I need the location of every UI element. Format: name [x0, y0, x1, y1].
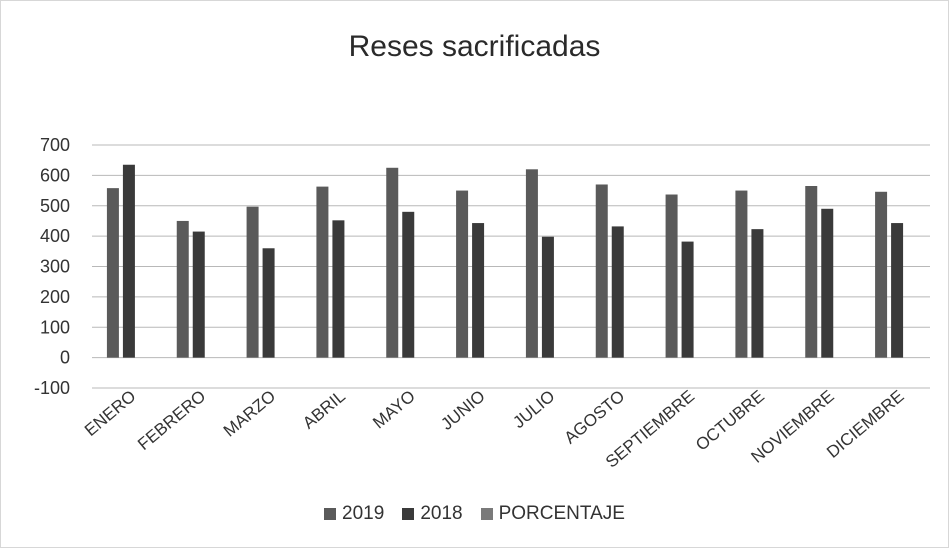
- bar-2019-junio: [456, 190, 469, 358]
- x-tick-label: ENERO: [81, 387, 140, 440]
- legend-label: 2018: [420, 503, 463, 524]
- legend-swatch: [480, 508, 493, 520]
- bar-2019-mayo: [386, 167, 399, 358]
- bar-2019-diciembre: [875, 191, 888, 358]
- chart-title: Reses sacrificadas: [348, 30, 601, 63]
- x-tick-label: DICIEMBRE: [823, 387, 908, 462]
- bar-2018-octubre: [751, 229, 764, 358]
- bar-2018-julio: [541, 236, 554, 358]
- legend-item-2018: 2018: [402, 503, 463, 525]
- y-tick-label: 0: [60, 348, 70, 368]
- bar-2019-noviembre: [805, 186, 818, 358]
- bar-2019-julio: [525, 169, 538, 358]
- bar-2019-febrero: [176, 220, 189, 358]
- x-tick-label: AGOSTO: [561, 387, 629, 448]
- bar-2018-junio: [472, 223, 485, 358]
- bar-2019-marzo: [246, 206, 259, 358]
- y-tick-label: 400: [40, 226, 70, 246]
- y-tick-label: 500: [40, 196, 70, 216]
- legend-swatch: [402, 508, 415, 520]
- bar-2018-septiembre: [681, 241, 694, 358]
- bar-2018-agosto: [611, 226, 624, 358]
- legend-label: 2019: [342, 503, 385, 524]
- bar-2018-febrero: [192, 231, 205, 358]
- x-tick-label: FEBRERO: [134, 387, 209, 454]
- x-tick-label: ABRIL: [299, 387, 349, 433]
- y-tick-label: 200: [40, 287, 70, 307]
- legend-label: PORCENTAJE: [498, 503, 625, 524]
- bar-2019-enero: [106, 188, 119, 358]
- bar-2018-noviembre: [821, 208, 834, 358]
- legend-item-2019: 2019: [324, 503, 384, 525]
- x-tick-label: MAYO: [369, 387, 419, 433]
- y-tick-label: 600: [40, 165, 70, 185]
- legend-item-porcentaje: PORCENTAJE: [480, 503, 625, 525]
- y-tick-label: 700: [40, 135, 70, 155]
- x-tick-label: JUNIO: [437, 387, 488, 434]
- y-tick-label: -100: [34, 378, 70, 398]
- x-tick-label: MARZO: [220, 387, 279, 441]
- bar-2019-agosto: [595, 184, 608, 358]
- bar-2018-mayo: [402, 211, 415, 358]
- bar-2018-enero: [122, 164, 135, 358]
- bar-2019-abril: [316, 186, 329, 358]
- y-tick-label: 100: [40, 317, 70, 337]
- bar-2018-diciembre: [891, 223, 904, 358]
- y-tick-label: 300: [40, 257, 70, 277]
- bar-2019-septiembre: [665, 194, 678, 358]
- bar-2019-octubre: [735, 190, 748, 358]
- bar-2018-abril: [332, 220, 345, 358]
- legend: 2019 2018 PORCENTAJE: [0, 503, 949, 525]
- bar-2018-marzo: [262, 248, 275, 358]
- x-tick-label: JULIO: [509, 387, 558, 433]
- legend-swatch: [324, 508, 337, 520]
